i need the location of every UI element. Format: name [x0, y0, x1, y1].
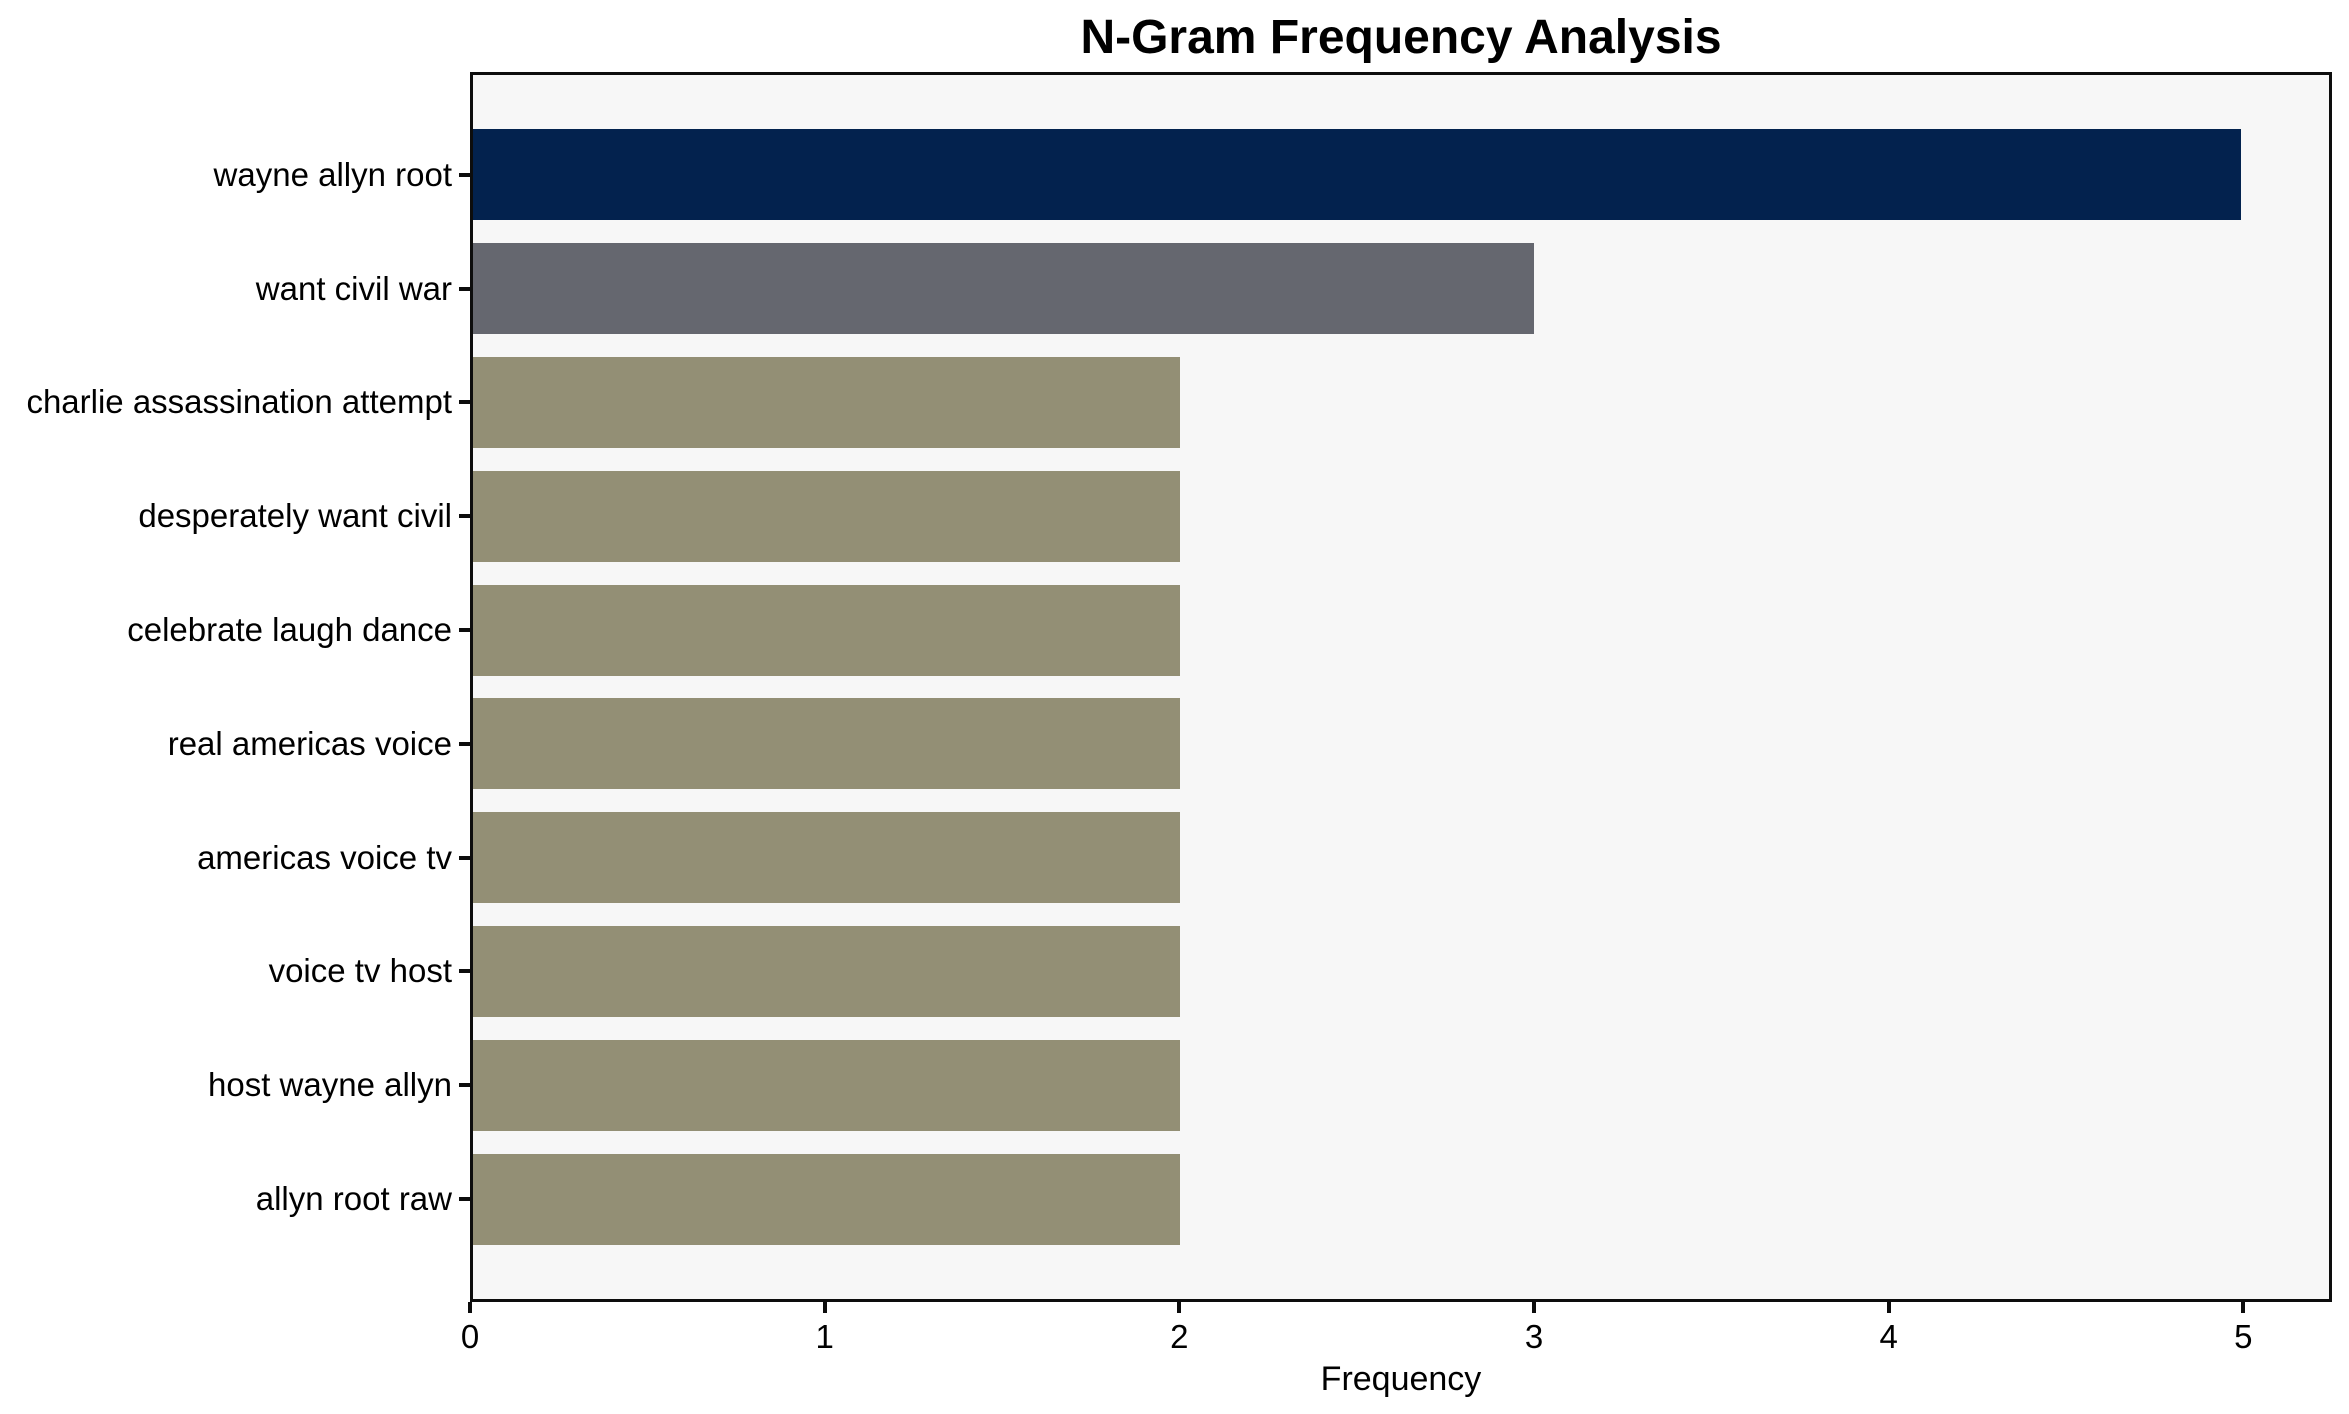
bar: [473, 356, 1181, 448]
bar: [473, 925, 1181, 1017]
y-tick-label: voice tv host: [268, 952, 452, 990]
bar-row: americas voice tv: [197, 801, 2329, 915]
x-tick-label: 4: [1879, 1318, 1898, 1355]
y-tick-mark: [459, 514, 470, 519]
y-tick-label: wayne allyn root: [213, 155, 452, 193]
x-axis: 0 1 2 3 4 5: [461, 1302, 2332, 1362]
bar-row: voice tv host: [269, 915, 2329, 1029]
x-tick-label: 0: [460, 1318, 480, 1355]
y-tick-label: want civil war: [255, 269, 452, 307]
y-tick-label: real americas voice: [167, 724, 452, 762]
x-tick-mark: [1532, 1302, 1536, 1313]
y-tick-mark: [459, 969, 470, 974]
bar: [473, 584, 1181, 676]
y-tick-label: desperately want civil: [138, 497, 452, 535]
y-tick-mark: [459, 400, 470, 405]
y-tick-label: americas voice tv: [197, 838, 452, 876]
bar-row: host wayne allyn: [208, 1028, 2329, 1142]
y-tick-mark: [459, 172, 470, 177]
bar-row: allyn root raw: [256, 1142, 2329, 1256]
x-tick-mark: [1886, 1302, 1891, 1313]
bar: [473, 129, 2241, 221]
x-axis-label: Frequency: [1320, 1360, 1482, 1398]
x-tick-mark: [822, 1302, 827, 1313]
y-tick-label: allyn root raw: [255, 1180, 452, 1218]
bar: [473, 1153, 1181, 1245]
y-tick-mark: [459, 628, 470, 633]
x-tick-mark: [468, 1302, 472, 1313]
bar-row: real americas voice: [168, 687, 2329, 801]
chart-title: N-Gram Frequency Analysis: [1080, 11, 1722, 64]
y-tick-mark: [459, 741, 470, 746]
plot-area: wayne allyn root want civil war charlie as…: [26, 72, 2332, 1302]
y-tick-mark: [459, 286, 470, 291]
x-tick-label: 5: [2234, 1318, 2253, 1355]
bar-row: want civil war: [256, 232, 2329, 346]
y-tick-mark: [459, 1083, 470, 1088]
y-tick-label: celebrate laugh dance: [127, 611, 452, 649]
bar-row: charlie assassination attempt: [26, 346, 2329, 460]
bar: [473, 812, 1181, 904]
bar-row: wayne allyn root: [214, 118, 2329, 232]
y-tick-label: charlie assassination attempt: [26, 383, 452, 421]
x-tick-mark: [1177, 1302, 1182, 1313]
x-tick-mark: [2241, 1302, 2246, 1313]
bar: [473, 470, 1181, 562]
bar: [473, 1039, 1181, 1131]
x-tick-label: 2: [1170, 1318, 1189, 1355]
y-tick-label: host wayne allyn: [208, 1066, 452, 1104]
bar: [473, 698, 1181, 790]
x-tick-label: 1: [815, 1318, 834, 1355]
x-tick-label: 3: [1524, 1318, 1544, 1355]
y-tick-mark: [459, 855, 470, 860]
bar-row: desperately want civil: [138, 459, 2329, 573]
y-tick-mark: [459, 1197, 470, 1202]
bar-row: celebrate laugh dance: [127, 573, 2329, 687]
bar: [473, 243, 1534, 335]
